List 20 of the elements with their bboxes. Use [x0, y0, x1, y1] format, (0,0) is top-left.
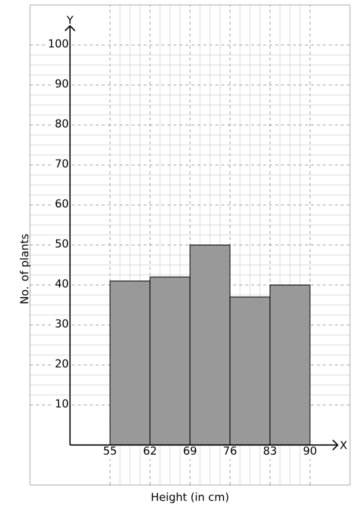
y-tick-label: 50 — [56, 239, 68, 248]
x-tick-label: 55 — [104, 446, 116, 455]
annotation: Y — [66, 16, 74, 24]
y-tick-label: 90 — [56, 79, 68, 88]
x-axis-title: Height (in cm) — [152, 492, 228, 504]
y-tick-label: 30 — [56, 319, 68, 328]
x-tick-label: 90 — [304, 446, 316, 455]
x-tick-label: 76 — [224, 446, 236, 455]
y-axis-title: No. of plants — [20, 234, 30, 304]
x-tick-label: 62 — [144, 446, 156, 455]
annotation: X — [340, 441, 347, 449]
x-tick-label: 83 — [264, 446, 276, 455]
y-tick-label: 40 — [55, 279, 68, 288]
y-tick-label: 70 — [56, 159, 68, 168]
y-tick-label: 20 — [56, 359, 68, 368]
y-tick-label: 60 — [56, 199, 68, 208]
y-tick-label: 100 — [49, 39, 68, 48]
x-tick-label: 69 — [184, 446, 196, 455]
y-tick-label: 80 — [56, 119, 68, 128]
y-tick-label: 10 — [56, 399, 68, 408]
